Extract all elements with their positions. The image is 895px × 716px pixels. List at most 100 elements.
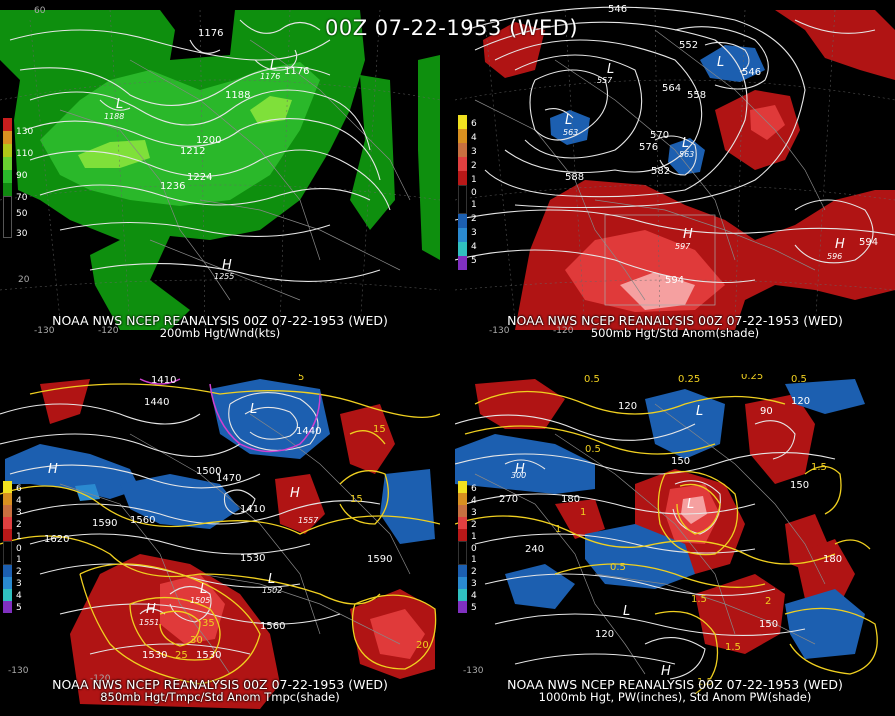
contour-label: 1560 — [130, 515, 156, 526]
panel-850mb: 1410 1440 1500 1470 1560 1590 1620 1530 … — [0, 374, 440, 716]
legend-label: 50 — [16, 209, 28, 219]
shade-red-mid-se — [370, 609, 425, 659]
legend-200mb: 130 110 90 70 50 30 — [3, 118, 33, 239]
contour-label: 594 — [665, 275, 685, 286]
map-850mb — [0, 378, 440, 709]
legend-label: 2 — [16, 567, 22, 577]
magenta-contours-850 — [139, 378, 321, 453]
caption-line-1: NOAA NWS NCEP REANALYSIS 00Z 07-22-1953 … — [507, 677, 843, 692]
shade-blue-west — [5, 444, 140, 499]
lon-label: -120 — [90, 674, 111, 684]
legend-label: 3 — [471, 508, 477, 518]
lon-label: -130 — [8, 666, 29, 676]
low-marker: L — [623, 604, 631, 619]
legend-label: 1 — [471, 175, 477, 185]
high-marker: H — [683, 227, 693, 242]
legend-label: 1 — [16, 555, 22, 565]
lon-label: -120 — [553, 326, 574, 336]
shade-blue-n — [645, 389, 725, 459]
contour-label: 546 — [742, 67, 762, 78]
contour-label: 120 — [595, 629, 615, 640]
legend-label: 2 — [16, 520, 22, 530]
latlon-grid-200 — [0, 9, 440, 331]
legend-label: 6 — [471, 484, 477, 494]
legend-swatch — [3, 170, 12, 183]
contour-label: 563 — [563, 128, 579, 137]
legend-swatch — [3, 157, 12, 170]
legend-label: 4 — [16, 591, 22, 601]
contour-label: 1176 — [260, 72, 281, 81]
shade-blue-1 — [550, 110, 590, 145]
shade-red-se-edge — [795, 539, 855, 604]
high-marker: H — [48, 462, 58, 477]
legend-label: 1 — [471, 200, 477, 210]
contour-label: 150 — [671, 456, 691, 467]
contour-label: 563 — [679, 150, 695, 159]
legend-500mb: 6 4 3 2 1 0 1 2 3 4 5 — [458, 115, 477, 270]
legend-1000mb: 6 4 3 2 1 0 1 2 3 4 5 — [458, 481, 477, 613]
legend-label: 3 — [471, 228, 477, 238]
legend-label: 0 — [16, 544, 22, 554]
contour-label: 564 — [662, 83, 682, 94]
panel-1000mb: 0.5 0.25 0.5 0.25 120 90 150 180 270 240… — [455, 374, 895, 716]
contour-label: 1560 — [260, 621, 286, 632]
caption-line-2: 200mb Hgt/Wnd(kts) — [159, 326, 281, 340]
low-marker: L — [696, 404, 704, 419]
contour-label: 300 — [511, 471, 527, 480]
contour-label: 546 — [608, 4, 628, 15]
legend-swatch — [3, 118, 12, 131]
contour-label: 596 — [827, 252, 843, 261]
temp-label: 30 — [190, 635, 203, 646]
legend-label: 6 — [16, 484, 22, 494]
contour-label: 557 — [597, 76, 613, 85]
lat-label: 60 — [34, 6, 46, 16]
contour-label: 582 — [651, 166, 671, 177]
legend-swatch — [3, 196, 12, 238]
high-marker: H — [515, 462, 525, 477]
panel-500mb: 546 552 546 564 558 570 576 582 588 594 … — [455, 0, 895, 340]
legend-label: 1 — [471, 555, 477, 565]
contour-label: 270 — [499, 494, 519, 505]
temp-label: 15 — [373, 424, 386, 435]
pw-label: 1 — [555, 524, 562, 535]
contour-label: 1590 — [367, 554, 393, 565]
latlon-grid-500 — [455, 9, 895, 331]
contour-label: 1590 — [92, 518, 118, 529]
contour-label: 1500 — [196, 466, 222, 477]
pw-contours-1000 — [455, 390, 878, 695]
shade-blue-east — [380, 469, 435, 544]
temp-contours-850 — [0, 383, 440, 685]
high-marker: H — [661, 664, 671, 679]
low-marker: L — [607, 62, 615, 77]
contour-label: 1236 — [160, 181, 186, 192]
contour-label: 1212 — [180, 146, 206, 157]
caption-line-1: NOAA NWS NCEP REANALYSIS 00Z 07-22-1953 … — [507, 313, 843, 328]
contour-label: 588 — [565, 172, 585, 183]
height-contours-1000 — [455, 414, 836, 680]
contour-label: 120 — [791, 396, 811, 407]
legend-label: 4 — [471, 591, 477, 601]
legend-label: 3 — [471, 579, 477, 589]
lon-label: -120 — [98, 326, 119, 336]
map-1000mb — [455, 379, 878, 695]
low-marker: L — [200, 582, 208, 597]
panel-caption: NOAA NWS NCEP REANALYSIS 00Z 07-22-1953 … — [455, 678, 895, 704]
legend-label: 2 — [471, 567, 477, 577]
caption-line-1: NOAA NWS NCEP REANALYSIS 00Z 07-22-1953 … — [52, 313, 388, 328]
legend-label: 130 — [16, 127, 34, 137]
low-marker: L — [116, 97, 124, 112]
low-marker: L — [682, 136, 690, 151]
legend-label: 5 — [471, 603, 477, 613]
contour-label: 1440 — [144, 397, 170, 408]
shade-blue-sw — [505, 564, 575, 609]
height-contours-850 — [0, 392, 381, 655]
contour-label: 120 — [618, 401, 638, 412]
height-contours-200 — [9, 19, 391, 282]
lon-label: -130 — [489, 326, 510, 336]
legend-label: 0 — [471, 188, 477, 198]
shade-blue-se — [785, 589, 865, 659]
legend-label: 4 — [471, 133, 477, 143]
contour-label: 594 — [859, 237, 879, 248]
map-200mb — [0, 9, 440, 331]
legend-label: 3 — [471, 147, 477, 157]
